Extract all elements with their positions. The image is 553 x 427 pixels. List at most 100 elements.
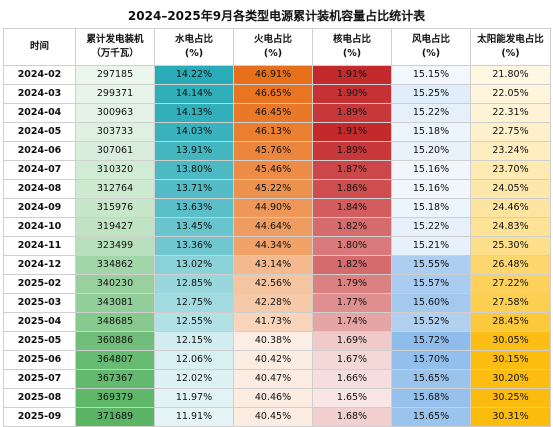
table-row: 2024-08 312764 13.71% 45.22% 1.86% 15.16% 24.0… <box>3 179 551 199</box>
cell-solar: 23.70% <box>470 160 551 180</box>
cell-thermal: 44.34% <box>233 236 313 256</box>
table-row: 2024-03 299371 14.14% 46.65% 1.90% 15.25% 22.0… <box>3 84 551 104</box>
cell-cap: 348685 <box>75 312 155 332</box>
cell-thermal: 42.56% <box>233 274 313 294</box>
cell-nuclear: 1.77% <box>312 293 392 313</box>
cell-thermal: 40.42% <box>233 350 313 370</box>
cell-solar: 26.48% <box>470 255 551 275</box>
cell-thermal: 44.90% <box>233 198 313 218</box>
cell-cap: 315976 <box>75 198 155 218</box>
cell-cap: 323499 <box>75 236 155 256</box>
cell-time: 2024-11 <box>3 236 76 256</box>
column-header-unit: (%) <box>342 48 362 59</box>
cell-wind: 15.16% <box>391 179 471 199</box>
cell-nuclear: 1.80% <box>312 236 392 256</box>
cell-wind: 15.68% <box>391 388 471 408</box>
cell-solar: 22.31% <box>470 103 551 123</box>
cell-time: 2025-07 <box>3 369 76 389</box>
cell-nuclear: 1.82% <box>312 255 392 275</box>
cell-hydro: 13.36% <box>154 236 234 256</box>
cell-cap: 340230 <box>75 274 155 294</box>
cell-thermal: 44.64% <box>233 217 313 237</box>
cell-time: 2025-03 <box>3 293 76 313</box>
cell-hydro: 14.14% <box>154 84 234 104</box>
cell-thermal: 46.13% <box>233 122 313 142</box>
cell-solar: 22.75% <box>470 122 551 142</box>
cell-nuclear: 1.79% <box>312 274 392 294</box>
cell-time: 2025-04 <box>3 312 76 332</box>
capacity-share-table: 时间 累计发电装机 （万千瓦） 水电占比 (%) 火电占比 (%) 核电占比 (%) 风电占比 (%… <box>3 28 551 427</box>
cell-wind: 15.72% <box>391 331 471 351</box>
cell-thermal: 40.45% <box>233 407 313 427</box>
cell-time: 2025-06 <box>3 350 76 370</box>
cell-solar: 24.05% <box>470 179 551 199</box>
column-header-label: 核电占比 <box>332 34 371 45</box>
cell-wind: 15.20% <box>391 141 471 161</box>
column-header-hydro: 水电占比 (%) <box>154 28 234 66</box>
cell-solar: 23.24% <box>470 141 551 161</box>
cell-solar: 27.22% <box>470 274 551 294</box>
table-row: 2025-05 360886 12.15% 40.38% 1.69% 15.72% 30.0… <box>3 331 551 351</box>
cell-time: 2025-05 <box>3 331 76 351</box>
column-header-thermal: 火电占比 (%) <box>233 28 313 66</box>
cell-thermal: 46.91% <box>233 65 313 85</box>
cell-hydro: 14.03% <box>154 122 234 142</box>
table-row: 2024-05 303733 14.03% 46.13% 1.91% 15.18% 22.7… <box>3 122 551 142</box>
cell-nuclear: 1.67% <box>312 350 392 370</box>
cell-nuclear: 1.91% <box>312 122 392 142</box>
cell-thermal: 43.14% <box>233 255 313 275</box>
cell-cap: 297185 <box>75 65 155 85</box>
cell-wind: 15.70% <box>391 350 471 370</box>
cell-cap: 369379 <box>75 388 155 408</box>
table-row: 2024-11 323499 13.36% 44.34% 1.80% 15.21% 25.3… <box>3 236 551 256</box>
cell-wind: 15.52% <box>391 312 471 332</box>
cell-thermal: 40.38% <box>233 331 313 351</box>
cell-solar: 22.05% <box>470 84 551 104</box>
cell-hydro: 13.45% <box>154 217 234 237</box>
cell-time: 2024-02 <box>3 65 76 85</box>
table-row: 2024-10 319427 13.45% 44.64% 1.82% 15.22% 24.8… <box>3 217 551 237</box>
cell-cap: 299371 <box>75 84 155 104</box>
cell-solar: 27.58% <box>470 293 551 313</box>
cell-wind: 15.65% <box>391 369 471 389</box>
cell-time: 2024-06 <box>3 141 76 161</box>
cell-cap: 310320 <box>75 160 155 180</box>
cell-time: 2024-10 <box>3 217 76 237</box>
cell-wind: 15.18% <box>391 122 471 142</box>
cell-nuclear: 1.74% <box>312 312 392 332</box>
cell-wind: 15.65% <box>391 407 471 427</box>
cell-cap: 334862 <box>75 255 155 275</box>
table-row: 2025-02 340230 12.85% 42.56% 1.79% 15.57% 27.2… <box>3 274 551 294</box>
column-header-label: 水电占比 <box>174 34 213 45</box>
column-header-nuclear: 核电占比 (%) <box>312 28 392 66</box>
column-header-label: 风电占比 <box>411 34 450 45</box>
cell-cap: 364807 <box>75 350 155 370</box>
cell-thermal: 45.46% <box>233 160 313 180</box>
cell-hydro: 13.63% <box>154 198 234 218</box>
cell-solar: 30.31% <box>470 407 551 427</box>
table-row: 2025-09 371689 11.91% 40.45% 1.68% 15.65% 30.3… <box>3 407 551 427</box>
cell-cap: 360886 <box>75 331 155 351</box>
cell-solar: 30.05% <box>470 331 551 351</box>
cell-solar: 24.46% <box>470 198 551 218</box>
cell-hydro: 12.15% <box>154 331 234 351</box>
table-row: 2024-06 307061 13.91% 45.76% 1.89% 15.20% 23.2… <box>3 141 551 161</box>
cell-nuclear: 1.86% <box>312 179 392 199</box>
cell-solar: 24.83% <box>470 217 551 237</box>
cell-wind: 15.15% <box>391 65 471 85</box>
column-header-unit: （万千瓦） <box>91 48 139 59</box>
cell-wind: 15.16% <box>391 160 471 180</box>
column-header-unit: (%) <box>184 48 204 59</box>
cell-time: 2024-03 <box>3 84 76 104</box>
cell-nuclear: 1.89% <box>312 141 392 161</box>
table-title: 2024–2025年9月各类型电源累计装机容量占比统计表 <box>127 9 426 23</box>
cell-cap: 371689 <box>75 407 155 427</box>
cell-wind: 15.25% <box>391 84 471 104</box>
column-header-label: 火电占比 <box>253 34 292 45</box>
cell-thermal: 42.28% <box>233 293 313 313</box>
cell-time: 2024-04 <box>3 103 76 123</box>
cell-time: 2025-09 <box>3 407 76 427</box>
cell-hydro: 11.97% <box>154 388 234 408</box>
cell-thermal: 40.47% <box>233 369 313 389</box>
cell-wind: 15.55% <box>391 255 471 275</box>
